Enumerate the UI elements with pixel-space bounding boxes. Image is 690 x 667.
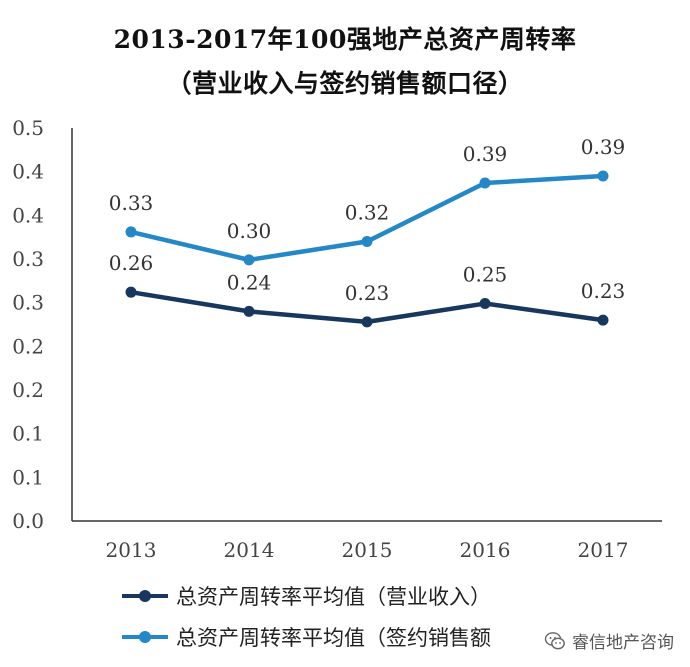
x-tick-label: 2013 [106, 538, 157, 562]
data-label: 0.33 [109, 191, 154, 215]
data-label: 0.23 [345, 281, 390, 305]
y-tick-label: 0.3 [12, 291, 44, 315]
data-label: 0.25 [463, 263, 508, 287]
data-label: 0.23 [581, 279, 626, 303]
data-point [361, 316, 373, 328]
data-label: 0.32 [345, 201, 390, 225]
y-tick-label: 0.4 [12, 203, 44, 227]
data-point [479, 298, 491, 310]
y-tick-label: 0.0 [12, 509, 44, 533]
data-label: 0.26 [109, 251, 154, 275]
y-tick-label: 0.1 [12, 422, 44, 446]
legend-item-revenue: 总资产周转率平均值（营业收入） [122, 581, 491, 611]
data-point [361, 236, 373, 248]
legend-swatch [122, 590, 168, 602]
data-label: 0.24 [227, 270, 272, 294]
x-tick-label: 2016 [460, 538, 511, 562]
data-point [243, 305, 255, 317]
wechat-icon [544, 631, 565, 649]
watermark: 睿信地产咨询 [540, 626, 678, 655]
x-tick-label: 2015 [342, 538, 393, 562]
legend-label: 总资产周转率平均值（签约销售额 [176, 626, 491, 650]
x-tick-label: 2014 [224, 538, 275, 562]
y-tick-label: 0.2 [12, 334, 44, 358]
legend-item-contract-sales: 总资产周转率平均值（签约销售额 [122, 622, 491, 652]
data-label: 0.39 [581, 135, 626, 159]
data-label: 0.30 [227, 219, 272, 243]
watermark-text: 睿信地产咨询 [572, 633, 674, 653]
data-point [243, 254, 255, 266]
y-tick-label: 0.5 [12, 116, 44, 140]
chart-subtitle: （营业收入与签约销售额口径） [166, 69, 524, 98]
x-tick-label: 2017 [578, 538, 629, 562]
data-point [597, 314, 609, 326]
legend-swatch [122, 631, 168, 643]
data-label: 0.39 [463, 142, 508, 166]
data-point [479, 177, 491, 189]
data-point [597, 170, 609, 182]
y-tick-label: 0.4 [12, 160, 44, 184]
y-tick-label: 0.1 [12, 465, 44, 489]
data-point [125, 226, 137, 238]
y-tick-label: 0.3 [12, 247, 44, 271]
chart-title: 2013-2017年100强地产总资产周转率 [113, 25, 577, 54]
legend-label: 总资产周转率平均值（营业收入） [176, 585, 491, 609]
y-tick-label: 0.2 [12, 378, 44, 402]
data-point [125, 286, 137, 298]
